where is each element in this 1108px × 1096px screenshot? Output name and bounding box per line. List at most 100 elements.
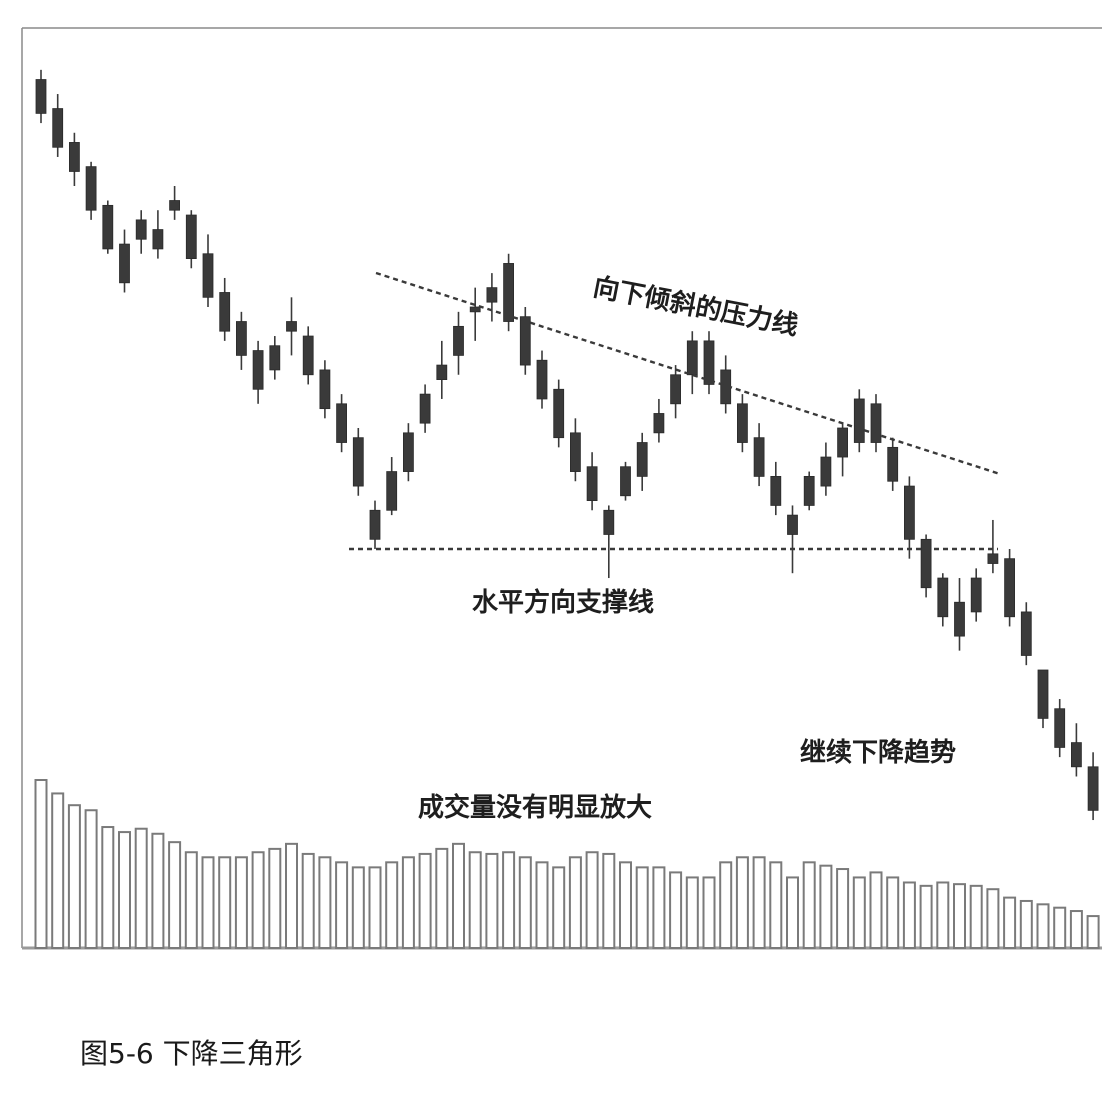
volume-bar xyxy=(919,884,933,950)
volume-bar xyxy=(468,851,482,949)
candle-body xyxy=(1020,611,1032,656)
candle-body xyxy=(803,475,815,506)
volume-bar xyxy=(218,856,232,950)
volume-bar xyxy=(234,856,248,950)
volume-bar xyxy=(285,842,298,950)
volume-bar xyxy=(1036,903,1050,950)
volume-bar xyxy=(118,831,131,950)
volume-bar xyxy=(301,852,315,949)
volume-bars xyxy=(34,779,1100,950)
candle-body xyxy=(102,204,114,250)
candle-body xyxy=(1071,742,1082,768)
support-line-label: 水平方向支撑线 xyxy=(472,587,654,618)
candle-body xyxy=(937,577,949,618)
volume-bar xyxy=(435,847,449,950)
candle-body xyxy=(286,321,297,332)
chart: 向下倾斜的压力线 水平方向支撑线 继续下降趋势 成交量没有明显放大 xyxy=(21,27,1102,950)
candle-body xyxy=(269,345,281,371)
volume-bar xyxy=(635,866,649,949)
candle-body xyxy=(553,388,565,439)
volume-bar xyxy=(1086,915,1100,950)
volume-bar xyxy=(251,851,265,949)
volume-bar xyxy=(84,809,98,949)
volume-bar xyxy=(401,856,415,950)
resistance-line-label: 向下倾斜的压力线 xyxy=(591,271,801,341)
candle-body xyxy=(419,393,431,424)
candle-body xyxy=(904,485,915,540)
trend-lines xyxy=(349,271,1001,551)
candle-body xyxy=(870,403,882,443)
volume-bar xyxy=(268,847,282,950)
candle-body xyxy=(469,306,481,313)
volume-bar xyxy=(752,856,766,950)
volume-bar xyxy=(652,866,666,949)
volume-bar xyxy=(568,856,582,950)
volume-bar xyxy=(986,888,1000,950)
volume-bar xyxy=(902,881,916,949)
candle-body xyxy=(686,340,698,376)
candle-body xyxy=(69,142,80,172)
candle-body xyxy=(570,432,581,472)
candle-body xyxy=(820,456,832,487)
volume-bar xyxy=(485,852,499,949)
candle-body xyxy=(252,350,264,390)
candle-body xyxy=(586,466,598,502)
volume-bar xyxy=(602,852,616,949)
candle-body xyxy=(119,243,130,284)
volume-bar xyxy=(936,881,950,949)
volume-bar xyxy=(786,876,799,949)
candle-body xyxy=(235,321,247,356)
candle-body xyxy=(386,471,398,511)
candle-body xyxy=(336,403,348,443)
volume-bar xyxy=(969,884,983,950)
volume-bar xyxy=(368,866,382,949)
candle-body xyxy=(853,398,865,443)
candle-body xyxy=(636,442,648,477)
candle-body xyxy=(35,79,47,114)
candle-body xyxy=(1054,708,1066,748)
volume-bar xyxy=(552,866,566,949)
volume-bar xyxy=(151,832,165,950)
candle-body xyxy=(436,364,448,380)
volume-bar xyxy=(1019,899,1033,950)
candle-body xyxy=(169,200,181,211)
candle-body xyxy=(987,553,999,564)
volume-bar xyxy=(1053,906,1067,949)
volume-bar xyxy=(702,876,716,949)
volume-bar xyxy=(502,851,516,949)
volume-bar xyxy=(1069,910,1083,949)
volume-bar xyxy=(318,856,332,950)
volume-bar xyxy=(201,856,215,950)
volume-bar xyxy=(719,861,733,950)
candle-body xyxy=(920,538,932,589)
volume-bar xyxy=(669,871,683,950)
candle-body xyxy=(486,287,498,303)
candle-body xyxy=(202,253,214,298)
candle-body xyxy=(954,601,965,637)
volume-bar xyxy=(385,861,399,950)
candle-body xyxy=(135,219,147,240)
volume-bar xyxy=(735,856,749,950)
volume-bar xyxy=(869,871,883,950)
candle-body xyxy=(319,369,331,410)
volume-bar xyxy=(1003,896,1017,949)
candle-body xyxy=(453,325,464,356)
resistance-line xyxy=(375,271,1001,476)
trend-label: 继续下降趋势 xyxy=(800,737,956,768)
candle-body xyxy=(1087,766,1099,811)
volume-bar xyxy=(886,876,900,949)
volume-bar xyxy=(852,876,866,949)
volume-bar xyxy=(836,868,850,949)
candle-body xyxy=(219,292,231,332)
candle-body xyxy=(770,475,782,506)
volume-bar xyxy=(351,866,365,949)
candle-body xyxy=(519,316,531,366)
candle-body xyxy=(887,446,899,482)
volume-bar xyxy=(585,851,599,949)
figure-caption: 图5-6 下降三角形 xyxy=(80,1037,303,1070)
volume-bar xyxy=(67,804,81,950)
candle-body xyxy=(703,340,715,385)
volume-bar xyxy=(168,841,182,949)
candle-body xyxy=(302,335,314,376)
volume-label: 成交量没有明显放大 xyxy=(418,792,652,823)
